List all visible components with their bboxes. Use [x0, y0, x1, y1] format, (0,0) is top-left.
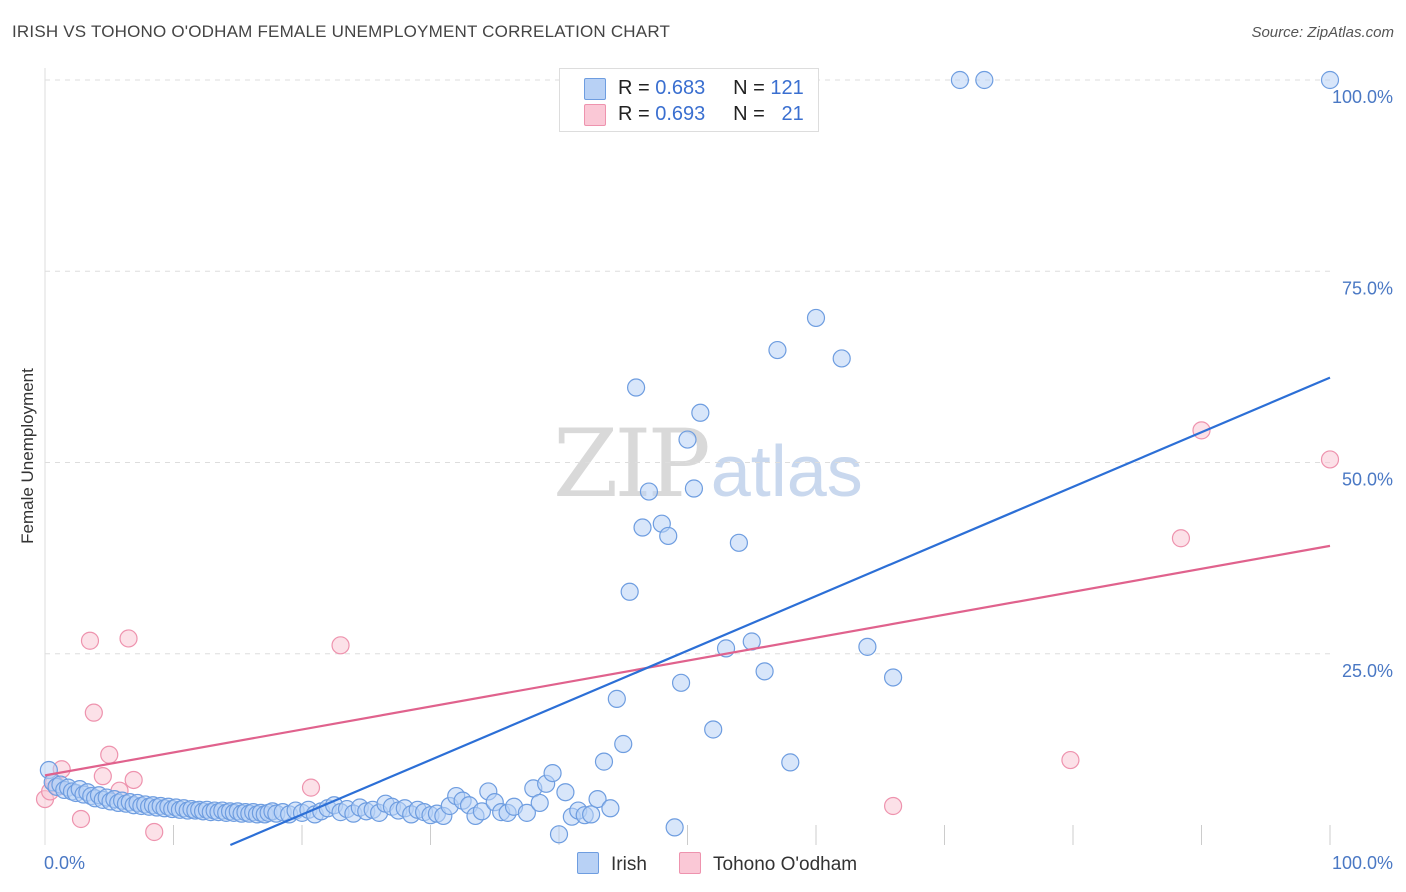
series-swatch-irish — [577, 852, 599, 874]
watermark-atlas: atlas — [710, 432, 863, 512]
irish-points — [39, 70, 1340, 844]
data-point — [806, 308, 826, 328]
data-point — [678, 430, 697, 449]
irish-trend-line — [229, 376, 1331, 847]
data-point — [684, 479, 704, 498]
data-point — [100, 745, 119, 764]
legend-r-value-irish: 0.683 — [655, 77, 706, 99]
legend-n-value-irish: 121 — [770, 77, 804, 99]
y-tick-label: 25.0% — [1342, 661, 1393, 681]
data-point — [975, 70, 994, 90]
data-point — [582, 805, 601, 824]
legend-r-label: R = — [618, 77, 650, 99]
legend-n-value-tohono: 21 — [781, 103, 804, 125]
data-point — [472, 802, 491, 821]
data-point — [704, 720, 723, 739]
data-point — [607, 689, 626, 708]
data-point — [1171, 529, 1191, 548]
watermark: ZIPatlas — [553, 410, 863, 519]
data-point — [84, 703, 103, 722]
data-point — [530, 793, 549, 813]
data-point — [614, 734, 633, 754]
x-tick-label: 100.0% — [1332, 853, 1393, 873]
data-point — [119, 629, 138, 648]
legend-r-value-tohono: 0.693 — [655, 103, 706, 125]
data-point — [1320, 450, 1340, 469]
data-point — [588, 789, 607, 809]
data-point — [883, 796, 903, 816]
data-point — [883, 668, 903, 687]
data-point — [124, 770, 143, 790]
legend-swatch-tohono — [584, 104, 606, 126]
data-point — [626, 378, 646, 397]
data-point — [671, 673, 691, 692]
y-tick-label: 50.0% — [1342, 470, 1393, 490]
legend-swatch-irish — [584, 78, 606, 100]
data-point — [517, 803, 536, 822]
data-point — [543, 763, 562, 783]
data-point — [331, 636, 350, 655]
legend-n-label: N = — [733, 103, 765, 125]
data-point — [71, 809, 91, 829]
series-legend-irish: Irish — [577, 852, 647, 876]
data-point — [594, 752, 614, 771]
legend-r-label: R = — [618, 103, 650, 125]
data-point — [93, 767, 112, 786]
y-tick-label: 75.0% — [1342, 278, 1393, 298]
data-point — [659, 526, 678, 546]
data-point — [633, 518, 652, 537]
series-legend: Irish Tohono O'odham — [0, 852, 1406, 876]
data-point — [1061, 750, 1080, 770]
data-point — [145, 822, 164, 842]
data-point — [80, 631, 100, 650]
data-point — [781, 753, 800, 772]
data-point — [950, 70, 970, 90]
data-point — [301, 778, 321, 797]
trend-lines — [44, 376, 1331, 847]
data-point — [691, 403, 710, 422]
data-point — [729, 533, 749, 552]
tohono-trend-line — [44, 544, 1331, 777]
data-point — [832, 349, 851, 368]
data-point — [665, 818, 684, 837]
series-label-tohono: Tohono O'odham — [713, 854, 858, 875]
chart-title: IRISH VS TOHONO O'ODHAM FEMALE UNEMPLOYM… — [12, 22, 671, 41]
data-point — [601, 799, 620, 818]
data-point — [639, 482, 659, 501]
data-point — [620, 582, 639, 601]
source-label: Source: ZipAtlas.com — [1251, 24, 1394, 41]
y-tick-label: 100.0% — [1332, 87, 1393, 107]
data-point — [549, 825, 569, 844]
series-label-irish: Irish — [611, 854, 647, 875]
legend-n-label: N = — [733, 77, 765, 99]
data-point — [755, 662, 774, 681]
series-swatch-tohono — [679, 852, 701, 874]
x-tick-label: 0.0% — [44, 853, 85, 873]
correlation-legend: R = 0.683 N = 121 R = 0.693 N = 21 — [559, 68, 819, 132]
tick-labels: 25.0% 50.0% 75.0% 100.0% 0.0% 100.0% — [44, 87, 1393, 873]
data-point — [768, 340, 787, 360]
data-point — [858, 637, 877, 656]
data-point — [556, 783, 575, 802]
watermark-zip: ZIP — [553, 410, 711, 519]
grid-lines — [44, 68, 1331, 845]
data-point — [1320, 70, 1340, 90]
series-legend-tohono: Tohono O'odham — [679, 852, 857, 876]
